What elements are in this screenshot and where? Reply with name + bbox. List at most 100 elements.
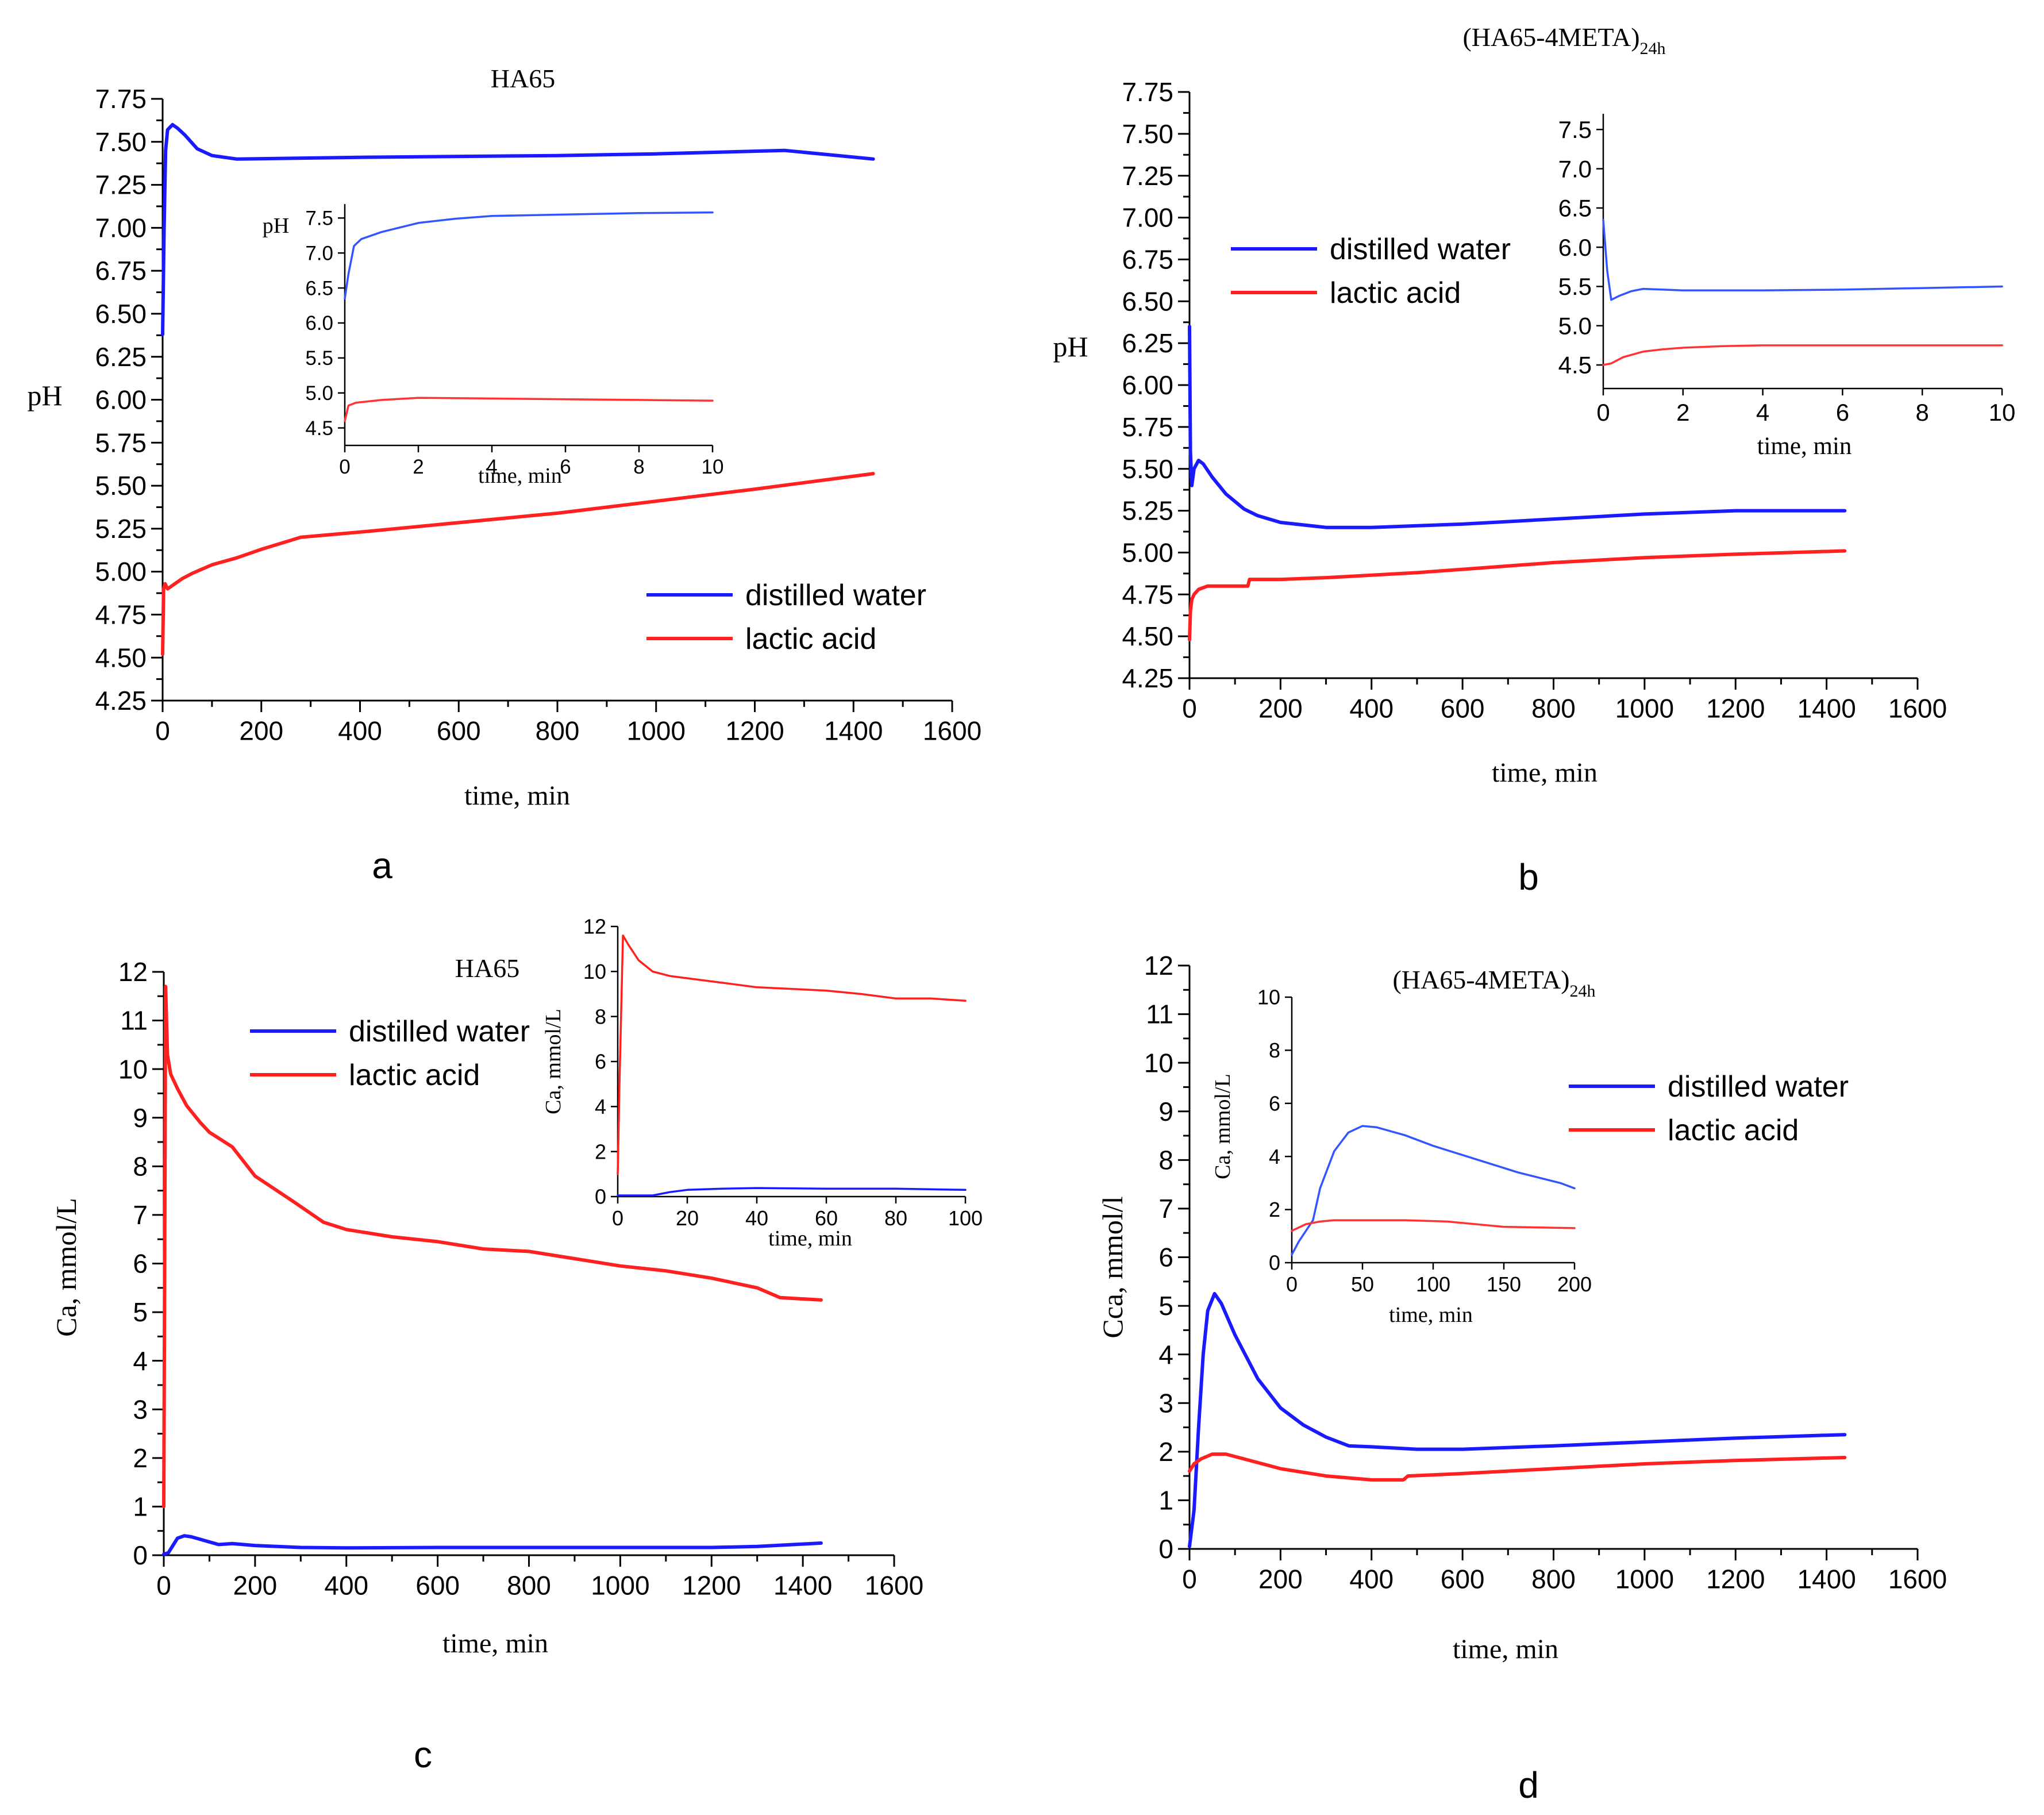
inset-x-tick-label: 2 xyxy=(413,456,424,478)
series-lactic-acid xyxy=(162,985,823,1509)
inset-x-axis-label: time, min xyxy=(478,464,562,488)
y-tick-label: 12 xyxy=(118,957,148,987)
y-tick-label: 5.00 xyxy=(95,557,147,587)
y-tick-label: 5.50 xyxy=(1122,454,1173,484)
x-tick-label: 1200 xyxy=(682,1570,741,1600)
chart-title: (HA65-4META)24h xyxy=(1462,22,1665,58)
panel-letter: b xyxy=(1518,856,1539,898)
y-tick-label: 7 xyxy=(133,1200,148,1230)
legend-label: lactic acid xyxy=(1668,1114,1799,1147)
inset-chart: 0 20 40 60 80 100 0 2 4 6 8 10 12 time, min Ca, mmol/L xyxy=(541,915,983,1251)
inset-x-tick-label: 0 xyxy=(339,456,350,478)
series-lactic-acid xyxy=(1188,1452,1847,1482)
y-tick-label: 4.50 xyxy=(1122,621,1173,651)
inset-x-axis-label: time, min xyxy=(1757,433,1852,460)
panel-letter: d xyxy=(1518,1764,1539,1806)
inset-y-tick-label: 6.5 xyxy=(1558,195,1592,222)
inset-y-tick-label: 0 xyxy=(1269,1251,1280,1275)
x-tick-label: 1000 xyxy=(627,716,686,745)
inset-series-distilled-water xyxy=(1602,218,2003,301)
inset-y-tick-label: 0 xyxy=(595,1185,606,1209)
chart-title-subscript: 24h xyxy=(1640,39,1666,58)
inset-series-distilled-water xyxy=(617,1187,967,1197)
inset-x-tick-label: 200 xyxy=(1557,1272,1592,1296)
inset-y-tick-label: 4 xyxy=(1269,1145,1280,1168)
inset-x-tick-label: 6 xyxy=(560,456,571,478)
series-lactic-acid xyxy=(161,472,875,656)
chart-title: (HA65-4META)24h xyxy=(1392,965,1595,1001)
x-axis-label: time, min xyxy=(1492,757,1598,788)
inset-y-tick-label: 6.5 xyxy=(305,277,333,299)
y-tick-label: 7.75 xyxy=(95,84,147,114)
panel-letter: a xyxy=(372,845,392,886)
inset-series-lactic-acid xyxy=(1602,344,2003,366)
y-tick-label: 5.50 xyxy=(95,471,147,501)
y-tick-label: 5.00 xyxy=(1122,538,1173,568)
series-distilled-water xyxy=(1188,325,1847,529)
inset-x-tick-label: 60 xyxy=(815,1206,838,1230)
inset-y-tick-label: 2 xyxy=(595,1140,606,1163)
x-tick-label: 1200 xyxy=(1706,693,1765,723)
legend-label: lactic acid xyxy=(349,1059,480,1092)
panel-b: 0 200 400 600 800 1000 1200 1400 16004.254.504.7… xyxy=(1053,22,2015,898)
y-tick-label: 11 xyxy=(1146,999,1173,1029)
y-tick-label: 4.75 xyxy=(95,600,147,630)
inset-x-tick-label: 6 xyxy=(1836,399,1849,426)
y-tick-label: 3 xyxy=(133,1394,148,1424)
x-tick-label: 400 xyxy=(324,1570,368,1600)
inset-x-axis-label: time, min xyxy=(768,1226,852,1251)
inset-x-tick-label: 80 xyxy=(884,1206,907,1230)
y-tick-label: 2 xyxy=(1158,1437,1173,1467)
inset-x-tick-label: 0 xyxy=(612,1206,623,1230)
legend-label: distilled water xyxy=(1668,1070,1849,1103)
inset-y-tick-label: 6.0 xyxy=(305,312,333,334)
series-distilled-water xyxy=(161,122,875,336)
panel-c: 0 200 400 600 800 1000 1200 1400 160001234567891… xyxy=(50,915,983,1775)
inset-y-tick-label: 6.0 xyxy=(1558,234,1592,261)
chart-title-text: (HA65-4META) xyxy=(1392,965,1569,994)
x-tick-label: 1400 xyxy=(824,716,883,745)
y-tick-label: 8 xyxy=(1158,1145,1173,1175)
inset-x-tick-label: 10 xyxy=(1989,399,2016,426)
x-tick-label: 1000 xyxy=(1615,693,1674,723)
y-tick-label: 5.75 xyxy=(95,428,147,457)
x-tick-label: 0 xyxy=(1182,693,1197,723)
inset-x-tick-label: 0 xyxy=(1596,399,1610,426)
inset-y-tick-label: 12 xyxy=(583,915,606,939)
legend-label: distilled water xyxy=(349,1015,530,1048)
x-tick-label: 1400 xyxy=(1797,693,1856,723)
inset-y-tick-label: 6 xyxy=(595,1050,606,1074)
x-tick-label: 1400 xyxy=(1797,1564,1856,1594)
inset-y-tick-label: 7.5 xyxy=(1558,116,1592,143)
inset-x-tick-label: 0 xyxy=(1286,1272,1298,1296)
inset-x-tick-label: 4 xyxy=(1756,399,1769,426)
inset-series-lactic-acid xyxy=(344,397,714,422)
chart-title: HA65 xyxy=(491,64,555,93)
inset-series-lactic-acid xyxy=(617,934,967,1175)
y-tick-label: 6 xyxy=(133,1249,148,1279)
inset-y-tick-label: 5.5 xyxy=(1558,273,1592,300)
chart-title-text: HA65 xyxy=(455,953,519,983)
legend-label: distilled water xyxy=(1330,233,1511,266)
inset-y-tick-label: 4.5 xyxy=(305,417,333,440)
y-tick-label: 5 xyxy=(1158,1291,1173,1321)
y-tick-label: 4.75 xyxy=(1122,579,1173,609)
x-tick-label: 400 xyxy=(1349,693,1394,723)
x-tick-label: 200 xyxy=(1258,1564,1303,1594)
y-tick-label: 5.25 xyxy=(95,514,147,544)
y-tick-label: 6.25 xyxy=(95,342,147,372)
y-tick-label: 2 xyxy=(133,1443,148,1473)
y-tick-label: 4.25 xyxy=(1122,663,1173,693)
inset-y-tick-label: 8 xyxy=(1269,1039,1280,1062)
inset-x-tick-label: 50 xyxy=(1351,1272,1374,1296)
y-tick-label: 7.00 xyxy=(95,213,147,243)
y-tick-label: 7.00 xyxy=(1122,203,1173,233)
y-tick-label: 6.00 xyxy=(95,385,147,415)
inset-y-tick-label: 5.0 xyxy=(1558,312,1592,339)
x-tick-label: 400 xyxy=(338,716,382,745)
y-tick-label: 6 xyxy=(1158,1243,1173,1272)
y-tick-label: 7.25 xyxy=(1122,161,1173,191)
y-tick-label: 7.25 xyxy=(95,170,147,200)
x-axis-label: time, min xyxy=(1453,1634,1558,1664)
